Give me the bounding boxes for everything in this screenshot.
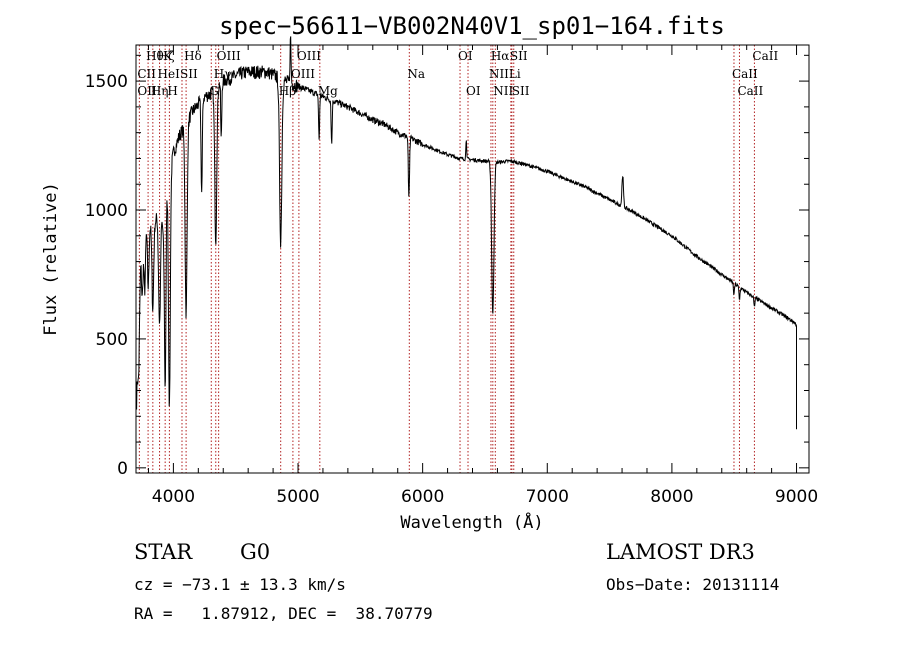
spectral-line-label: Hβ bbox=[279, 84, 296, 98]
x-tick-label: 6000 bbox=[401, 487, 444, 507]
spectral-line-label: OI bbox=[466, 84, 481, 98]
spectral-line-label: Hη bbox=[151, 84, 169, 98]
object-subclass: G0 bbox=[240, 540, 271, 564]
spectral-line-label: Hθ bbox=[146, 49, 164, 63]
redshift-velocity: cz = −73.1 ± 13.3 km/s bbox=[134, 575, 346, 594]
sky-coordinates: RA = 1.87912, DEC = 38.70779 bbox=[134, 604, 433, 623]
spectral-line-label: OII bbox=[137, 84, 157, 98]
y-axis-label: Flux (relative) bbox=[41, 182, 61, 336]
spectral-line-label: NII bbox=[493, 84, 513, 98]
spectral-line-label: SII bbox=[512, 84, 530, 98]
spectral-line-label: SII bbox=[510, 49, 528, 63]
spectral-line-label: Hα bbox=[491, 49, 510, 63]
spectral-line-label: CII bbox=[137, 67, 156, 81]
spectral-line-label: OI bbox=[458, 49, 473, 63]
spectral-line-label: K bbox=[163, 49, 173, 63]
y-tick-label: 500 bbox=[96, 330, 128, 350]
y-tick-label: 1500 bbox=[85, 72, 128, 92]
chart-title: spec−56611−VB002N40V1_sp01−164.fits bbox=[219, 12, 725, 40]
spectral-line-label: G bbox=[209, 84, 219, 98]
y-tick-label: 0 bbox=[117, 459, 128, 479]
object-class: STAR bbox=[134, 540, 193, 564]
spectral-line-label: Hδ bbox=[184, 49, 202, 63]
x-tick-label: 9000 bbox=[775, 487, 818, 507]
observation-date: Obs−Date: 20131114 bbox=[606, 575, 780, 594]
spectral-line-label: OIII bbox=[291, 67, 315, 81]
spectral-line-label: H bbox=[167, 84, 177, 98]
x-axis-label: Wavelength (Å) bbox=[400, 511, 543, 533]
spectral-line-label: Na bbox=[407, 67, 425, 81]
y-tick-label: 1000 bbox=[85, 201, 128, 221]
spectral-line-label: OIII bbox=[297, 49, 321, 63]
spectral-line-labels: HθCIIOIIHηHζHeIKHSIIHδGOIIIHγHβOIIIOIIIM… bbox=[137, 49, 778, 98]
spectral-line-label: HeI bbox=[158, 67, 181, 81]
survey-name: LAMOST DR3 bbox=[606, 540, 755, 564]
spectral-line-label: NII bbox=[489, 67, 509, 81]
x-tick-label: 4000 bbox=[152, 487, 195, 507]
spectral-line-markers bbox=[138, 45, 755, 473]
x-tick-label: 8000 bbox=[650, 487, 693, 507]
spectral-line-label: SII bbox=[180, 67, 198, 81]
x-tick-label: 5000 bbox=[276, 487, 319, 507]
spectral-line-label: Hγ bbox=[214, 67, 232, 81]
plot-frame bbox=[135, 44, 810, 474]
spectral-line-label: Li bbox=[509, 67, 521, 81]
spectral-line-label: CaII bbox=[752, 49, 778, 63]
spectral-line-label: OIII bbox=[217, 49, 241, 63]
spectral-line-label: Mg bbox=[318, 84, 338, 98]
spectrum-line bbox=[136, 36, 797, 430]
spectral-line-label: Hζ bbox=[158, 49, 175, 63]
spectral-line-label: CaII bbox=[737, 84, 763, 98]
spectral-line-label: CaII bbox=[732, 67, 758, 81]
x-tick-label: 7000 bbox=[526, 487, 569, 507]
axis-ticks: 4000 5000 6000 7000 8000 9000 0 500 1000 1500 bbox=[85, 45, 818, 507]
